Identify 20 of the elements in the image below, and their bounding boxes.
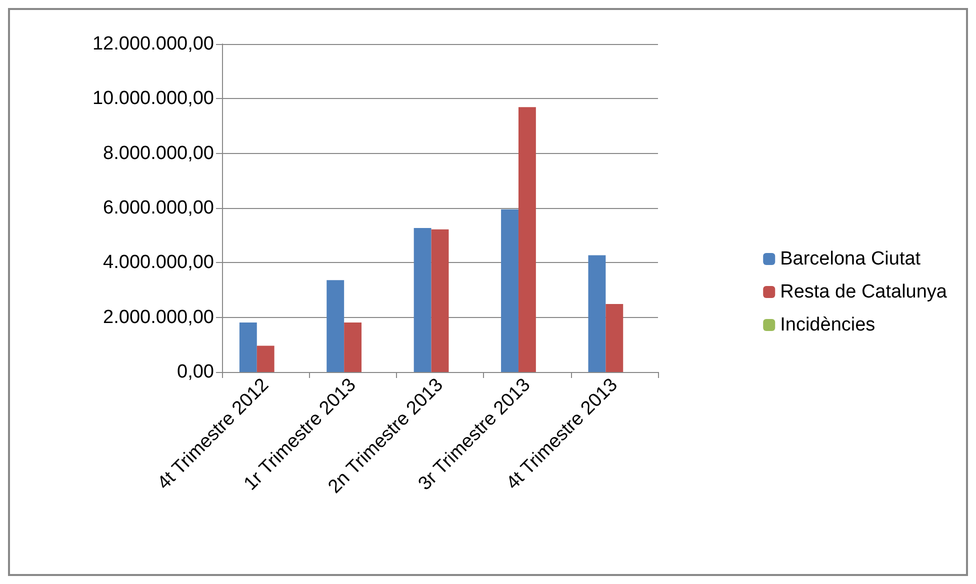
- bar: [256, 346, 274, 372]
- bar: [239, 322, 257, 372]
- bar: [344, 322, 362, 372]
- legend-label: Resta de Catalunya: [780, 282, 948, 302]
- y-tick-label: 6.000.000,00: [103, 198, 214, 218]
- bar: [414, 228, 432, 372]
- bar: [606, 304, 624, 372]
- bar: [326, 280, 344, 372]
- bar: [588, 255, 606, 372]
- y-tick-label: 12.000.000,00: [92, 34, 214, 54]
- legend-label: Barcelona Ciutat: [780, 248, 922, 270]
- y-tick-label: 4.000.000,00: [103, 252, 214, 274]
- y-tick-label: 2.000.000,00: [103, 306, 214, 328]
- y-tick-label: 8.000.000,00: [103, 142, 214, 164]
- bar: [431, 229, 449, 372]
- bar: [518, 107, 536, 372]
- legend-label: Incidències: [780, 314, 876, 336]
- y-tick-label: 0,00: [177, 362, 214, 382]
- bar: [501, 209, 518, 372]
- y-tick-label: 10.000.000,00: [92, 88, 214, 110]
